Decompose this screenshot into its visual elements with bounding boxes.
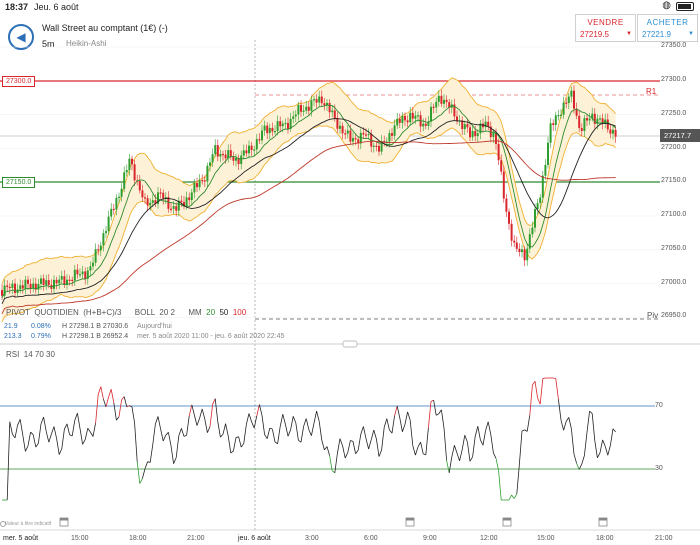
status-icons: ◍ <box>662 1 694 11</box>
back-button[interactable]: ◀ <box>8 24 34 50</box>
candles <box>1 85 617 301</box>
rsi-line <box>2 377 616 501</box>
sell-label: VENDRE <box>587 18 624 27</box>
mm100-line <box>1 140 616 315</box>
price-tick: 27050.0 <box>661 245 687 252</box>
status-time: 18:37 <box>5 2 29 12</box>
price-tick: 27250.0 <box>661 110 687 117</box>
stat-pct: 0.79% <box>31 333 51 340</box>
timeframe-selector[interactable]: 5m <box>42 39 55 49</box>
boll-name: BOLL <box>134 308 155 317</box>
buy-button[interactable]: ACHETER 27221.9 ▼ <box>637 14 698 42</box>
stat-pct: 0.08% <box>31 323 51 330</box>
stat-period: Aujourd'hui <box>137 323 172 330</box>
rsi-label: RSI <box>6 350 20 359</box>
time-tick: mer. 5 août <box>3 535 39 542</box>
buy-price: 27221.9 <box>642 30 671 39</box>
time-tick: 15:00 <box>537 535 555 542</box>
mm50-label: 50 <box>219 308 229 317</box>
stat-change: 213.3 <box>4 333 22 340</box>
time-tick: 21:00 <box>187 535 205 542</box>
calendar-icon[interactable] <box>502 517 512 527</box>
pivot-period: QUOTIDIEN <box>34 308 79 317</box>
instrument-title: Wall Street au comptant (1€) (-) <box>42 23 168 33</box>
pivot-formula: (H+B+C)/3 <box>83 308 122 317</box>
time-tick: jeu. 6 août <box>238 535 271 542</box>
status-date: Jeu. 6 août <box>34 2 79 12</box>
time-tick: 6:00 <box>364 535 378 542</box>
chevron-left-icon: ◀ <box>16 30 26 44</box>
price-tick: 27100.0 <box>661 211 687 218</box>
mm50-line <box>1 118 616 305</box>
mm20-label: 20 <box>206 308 216 317</box>
time-tick: 12:00 <box>480 535 498 542</box>
calendar-icon[interactable] <box>59 517 69 527</box>
current-price-badge: 27217.7 <box>660 129 700 142</box>
bollinger-band-fill <box>2 77 616 322</box>
time-tick: 9:00 <box>423 535 437 542</box>
pivot-label: Piv <box>647 311 659 320</box>
wifi-icon: ◍ <box>662 0 671 11</box>
boll-params: 20 2 <box>159 308 175 317</box>
stat-change: 21.9 <box>4 323 18 330</box>
time-tick: 18:00 <box>129 535 147 542</box>
battery-icon <box>676 1 694 11</box>
buy-label: ACHETER <box>646 18 689 27</box>
stat-high-low: H 27298.1 B 27030.6 <box>62 323 129 330</box>
indicator-legend[interactable]: PIVOT QUOTIDIEN (H+B+C)/3 BOLL 20 2 MM 2… <box>6 308 246 317</box>
caret-down-icon: ▼ <box>688 31 694 37</box>
time-tick: 15:00 <box>71 535 89 542</box>
time-tick: 21:00 <box>655 535 673 542</box>
pivot-name: PIVOT <box>6 308 30 317</box>
time-tick: 18:00 <box>596 535 614 542</box>
chart-type-label[interactable]: Heikin-Ashi <box>66 39 107 48</box>
rsi-upper-level: 70 <box>655 402 663 409</box>
calendar-icon[interactable] <box>405 517 415 527</box>
r1-label: R1 <box>646 87 657 96</box>
price-tick: 27200.0 <box>661 144 687 151</box>
mm-name: MM <box>188 308 202 317</box>
price-tick: 27300.0 <box>661 76 687 83</box>
stat-period: mer. 5 août 2020 11:00 - jeu. 6 août 202… <box>137 333 285 340</box>
time-tick: 3:00 <box>305 535 319 542</box>
price-tick: 26950.0 <box>661 312 687 319</box>
sell-button[interactable]: VENDRE 27219.5 ▼ <box>575 14 636 42</box>
mm20-line <box>1 104 616 299</box>
rsi-lower-level: 30 <box>655 465 663 472</box>
rsi-params: 14 70 30 <box>23 350 55 359</box>
support-tag[interactable]: 27150.0 <box>2 177 36 188</box>
resistance-tag[interactable]: 27300.0 <box>2 76 36 87</box>
price-tick: 27350.0 <box>661 42 687 49</box>
caret-down-icon: ▼ <box>626 31 632 37</box>
rsi-legend[interactable]: RSI 14 70 30 <box>6 350 55 359</box>
info-icon[interactable] <box>0 521 6 527</box>
calendar-icon[interactable] <box>598 517 608 527</box>
price-tick: 27000.0 <box>661 279 687 286</box>
price-tick: 27150.0 <box>661 177 687 184</box>
indicative-value-note: Valeur à titre indicatif <box>5 521 52 527</box>
sell-price: 27219.5 <box>580 30 609 39</box>
panel-resize-handle[interactable] <box>342 340 358 348</box>
chart-header: ◀ Wall Street au comptant (1€) (-) 5m He… <box>0 14 700 54</box>
mm100-label: 100 <box>232 308 247 317</box>
stat-high-low: H 27298.1 B 26952.4 <box>62 333 129 340</box>
bollinger-lower <box>1 125 616 323</box>
status-bar: 18:37 Jeu. 6 août ◍ <box>0 0 700 14</box>
